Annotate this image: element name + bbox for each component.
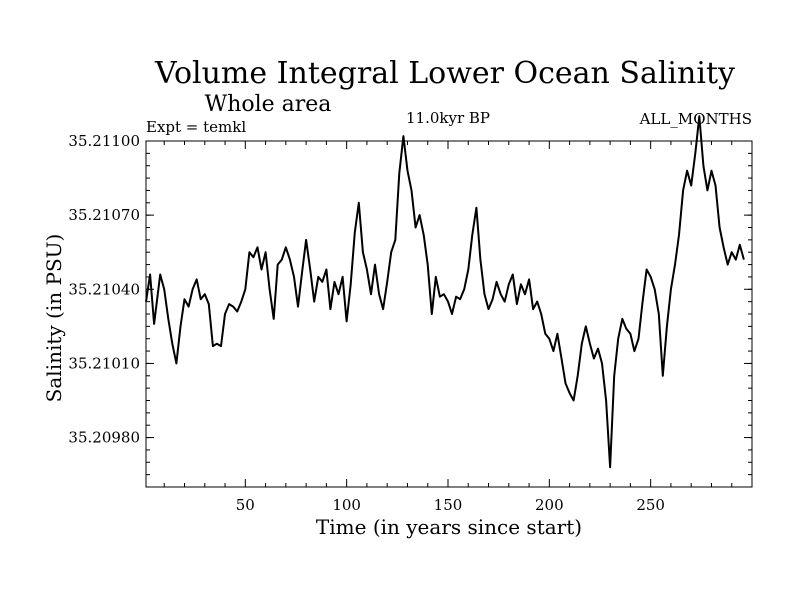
y-tick-label: 35.21040	[68, 280, 140, 298]
x-tick-label: 50	[236, 496, 255, 514]
y-tick-label: 35.21010	[68, 354, 140, 372]
x-axis-label: Time (in years since start)	[316, 515, 582, 539]
chart-title: Volume Integral Lower Ocean Salinity	[154, 56, 735, 91]
chart-subtitle: Whole area	[205, 92, 332, 117]
y-tick-label: 35.20980	[68, 429, 140, 447]
annotation-period: 11.0kyr BP	[406, 109, 490, 127]
y-axis-label: Salinity (in PSU)	[42, 234, 66, 403]
annotation-experiment: Expt = temkl	[146, 118, 246, 136]
plot-frame	[145, 140, 753, 488]
annotation-months: ALL_MONTHS	[639, 110, 752, 128]
x-tick-label: 150	[434, 496, 463, 514]
x-axis: 50 100 150 200 250	[163, 141, 733, 514]
x-tick-label: 200	[535, 496, 564, 514]
x-tick-label: 100	[332, 496, 361, 514]
series-line-salinity	[145, 115, 745, 469]
y-axis: 35.20980 35.21010 35.21040 35.21070 35.21100	[68, 132, 752, 488]
y-tick-label: 35.21070	[68, 206, 140, 224]
y-tick-label: 35.21100	[68, 132, 140, 150]
x-tick-label: 250	[636, 496, 665, 514]
